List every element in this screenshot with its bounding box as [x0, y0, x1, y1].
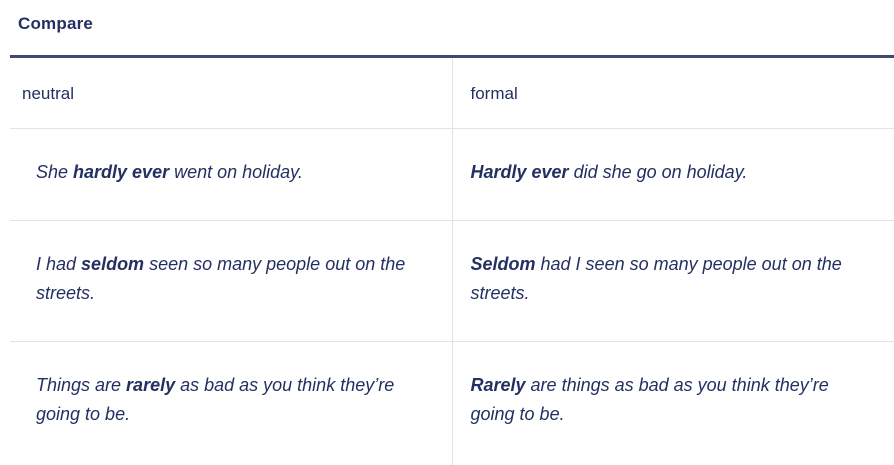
sentence-post: are things as bad as you think they’re g…	[470, 375, 829, 424]
column-header-neutral: neutral	[10, 56, 453, 129]
table-row: She hardly ever went on holiday. Hardly …	[10, 128, 894, 221]
column-header-formal: formal	[452, 56, 894, 129]
sentence-post: seen so many people out on the streets.	[36, 254, 406, 303]
example-cell-neutral: She hardly ever went on holiday.	[10, 128, 453, 221]
example-cell-formal: Rarely are things as bad as you think th…	[452, 342, 894, 465]
sentence-post: had I seen so many people out on the str…	[470, 254, 842, 303]
example-cell-formal: Hardly ever did she go on holiday.	[452, 128, 894, 221]
example-cell-formal: Seldom had I seen so many people out on …	[452, 220, 894, 342]
sentence-pre: I had	[36, 254, 82, 274]
sentence-bold: rarely	[126, 375, 176, 395]
example-cell-neutral: I had seldom seen so many people out on …	[10, 220, 453, 342]
header-row: neutral formal	[10, 56, 894, 129]
section-title: Compare	[18, 14, 94, 33]
sentence-bold: hardly ever	[73, 162, 170, 182]
sentence-post: did she go on holiday.	[568, 162, 748, 182]
compare-section-inner: Compare neutral formal She hardly ever w…	[10, 0, 894, 465]
example-cell-neutral: Things are rarely as bad as you think th…	[10, 341, 453, 465]
compare-table: neutral formal She hardly ever went on h…	[10, 55, 894, 465]
sentence-post: as bad as you think they’re going to be.	[36, 375, 395, 424]
sentence-bold: Rarely	[470, 375, 526, 395]
sentence-pre: Things are	[36, 375, 127, 395]
sentence-bold: seldom	[81, 254, 145, 274]
sentence-bold: Seldom	[470, 254, 536, 274]
sentence-pre: She	[36, 162, 74, 182]
table-row: I had seldom seen so many people out on …	[10, 220, 894, 342]
sentence-post: went on holiday.	[169, 162, 303, 182]
table-row: Things are rarely as bad as you think th…	[10, 341, 894, 465]
sentence-bold: Hardly ever	[470, 162, 569, 182]
